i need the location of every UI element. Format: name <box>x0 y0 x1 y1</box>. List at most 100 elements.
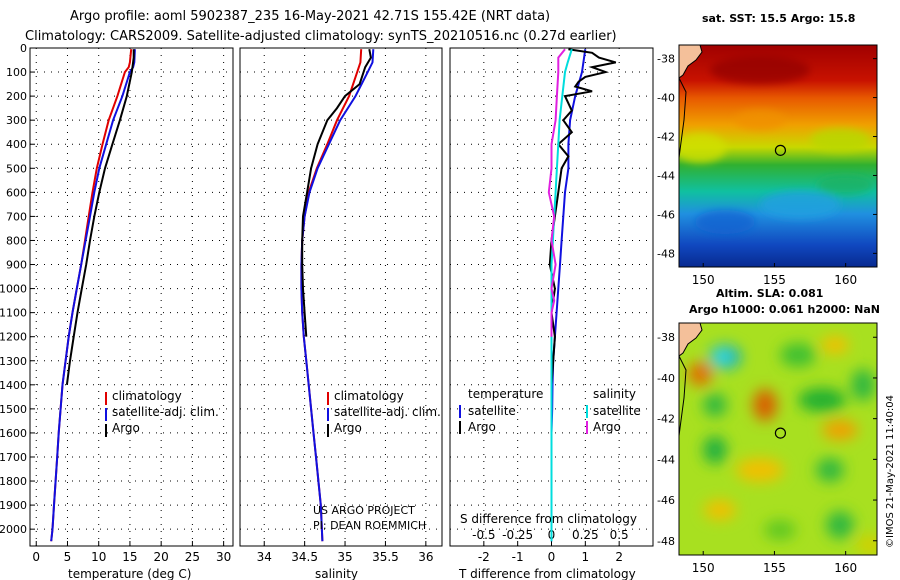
sst-map: sat. SST: 15.5 Argo: 15.8 150 155 160 -38 -4… <box>657 12 878 287</box>
salinity-grid <box>240 47 442 546</box>
x-tick-label: 25 <box>185 550 200 564</box>
sla-map-frame <box>678 322 878 556</box>
credit-project: US ARGO PROJECT <box>313 504 415 517</box>
y-tick-label: 1700 <box>0 451 27 464</box>
x-tick-label: 15 <box>122 550 137 564</box>
legend-label-t-argo: Argo <box>468 420 496 434</box>
x-tick-label: 30 <box>216 550 231 564</box>
sst-field <box>679 45 877 267</box>
x-tick-label: -2 <box>478 550 490 564</box>
x-tick-label: 34.5 <box>291 550 318 564</box>
series-satellite-adj-clim- <box>50 49 136 542</box>
x-tick-label: 35 <box>337 550 352 564</box>
legend-label-climatology: climatology <box>112 389 182 403</box>
y-tick-label: 1000 <box>0 283 27 296</box>
map-x-tick-label: 150 <box>692 273 715 287</box>
salinity-lines <box>300 49 375 542</box>
legend-title-salinity: salinity <box>593 387 636 401</box>
salinity-x-label: salinity <box>315 567 358 580</box>
legend-title-temperature: temperature <box>468 387 543 401</box>
sst-float-marker <box>774 144 787 156</box>
series-argo <box>301 49 372 337</box>
difference-panel: -2 -1 0 1 2 -0.5 -0.25 0 0.25 0.5 T difference f… <box>449 47 654 580</box>
salinity-panel: 34 34.5 35 35.5 36 salinity climatology sate… <box>239 47 443 580</box>
y-tick-label: 500 <box>6 162 27 175</box>
x-tick-label: 35.5 <box>372 550 399 564</box>
map-y-tick-label: -46 <box>657 208 675 221</box>
imos-timestamp: ©IMOS 21-May-2021 11:40:04 <box>885 395 896 548</box>
s-tick-label: -0.5 <box>472 528 495 542</box>
x-tick-label: 20 <box>154 550 169 564</box>
salinity-x-axis: 34 34.5 35 35.5 36 <box>257 541 433 564</box>
legend-label-t-satellite: satellite <box>468 404 516 418</box>
temperature-frame <box>29 47 234 547</box>
legend-label-argo: Argo <box>112 421 140 435</box>
sst-map-title: sat. SST: 15.5 Argo: 15.8 <box>702 12 855 25</box>
legend-label-argo: Argo <box>334 421 362 435</box>
legend-label-satellite-clim: satellite-adj. clim. <box>334 405 441 419</box>
y-tick-label: 200 <box>6 90 27 103</box>
temperature-panel: 0100200300400500600700800900100011001200… <box>0 42 234 580</box>
x-tick-label: 0 <box>548 550 556 564</box>
y-tick-label: 1300 <box>0 355 27 368</box>
sst-map-frame <box>678 44 878 268</box>
sst-features <box>679 56 873 234</box>
temperature-x-label: temperature (deg C) <box>68 567 191 580</box>
map-y-tick-label: -48 <box>657 247 675 260</box>
map-y-tick-label: -48 <box>657 535 675 548</box>
legend-label-s-argo: Argo <box>593 420 621 434</box>
header-line-1: Argo profile: aoml 5902387_235 16-May-20… <box>70 9 550 24</box>
temperature-legend: climatology satellite-adj. clim. Argo <box>105 389 219 437</box>
map-x-tick-label: 155 <box>763 273 786 287</box>
x-tick-label: 1 <box>582 550 590 564</box>
s-tick-label: -0.25 <box>502 528 533 542</box>
salinity-frame <box>239 47 443 547</box>
x-tick-label: 36 <box>418 550 433 564</box>
series-satellite-adj-clim- <box>300 49 375 542</box>
t-difference-label: T difference from climatology <box>458 567 636 580</box>
x-tick-label: 34 <box>257 550 272 564</box>
x-tick-label: 10 <box>91 550 106 564</box>
y-tick-label: 1100 <box>0 307 27 320</box>
map-x-tick-label: 150 <box>692 561 715 575</box>
map-y-tick-label: -38 <box>657 331 675 344</box>
map-y-tick-label: -40 <box>657 372 675 385</box>
difference-lines <box>547 48 617 542</box>
sla-map: Altim. SLA: 0.081 Argo h1000: 0.061 h200… <box>657 287 880 575</box>
temperature-x-axis: 0 5 10 15 20 25 30 <box>32 541 231 564</box>
y-tick-label: 300 <box>6 114 27 127</box>
y-tick-label: 1600 <box>0 427 27 440</box>
y-tick-label: 1500 <box>0 403 27 416</box>
map-y-tick-label: -40 <box>657 92 675 105</box>
sla-field <box>679 323 877 555</box>
map-y-tick-label: -44 <box>657 453 675 466</box>
y-tick-label: 1200 <box>0 331 27 344</box>
y-tick-label: 1900 <box>0 499 27 512</box>
sla-map-title-2: Argo h1000: 0.061 h2000: NaN <box>689 303 880 316</box>
s-tick-label: 0.5 <box>610 528 629 542</box>
salinity-legend: climatology satellite-adj. clim. Argo <box>327 389 441 437</box>
y-tick-label: 900 <box>6 259 27 272</box>
sla-coastline <box>679 355 687 437</box>
header-line-2: Climatology: CARS2009. Satellite-adjuste… <box>25 29 617 44</box>
s-tick-label: 0.25 <box>572 528 599 542</box>
legend-label-s-satellite: satellite <box>593 404 641 418</box>
map-x-tick-label: 155 <box>763 561 786 575</box>
map-y-tick-label: -38 <box>657 53 675 66</box>
y-tick-label: 700 <box>6 210 27 223</box>
t-difference-axis: -2 -1 0 1 2 <box>478 541 623 564</box>
series-s-argo <box>547 48 566 337</box>
map-y-tick-label: -42 <box>657 131 675 144</box>
sla-eddies <box>688 336 877 555</box>
temperature-lines <box>50 49 136 542</box>
x-tick-label: -1 <box>512 550 524 564</box>
sst-coastline <box>679 77 687 159</box>
sst-map-axes: 150 155 160 -38 -40 -42 -44 -46 -48 <box>657 53 877 287</box>
map-y-tick-label: -46 <box>657 494 675 507</box>
map-y-tick-label: -44 <box>657 169 675 182</box>
sla-float-marker <box>774 427 787 439</box>
sla-map-title-1: Altim. SLA: 0.081 <box>716 287 823 300</box>
depth-axis: 0 100 200 300 400 500 600 700 800 900 1000 1100 1200… <box>0 42 35 536</box>
sla-map-axes: 150 155 160 -38 -40 -42 -44 -46 -48 <box>657 331 877 575</box>
